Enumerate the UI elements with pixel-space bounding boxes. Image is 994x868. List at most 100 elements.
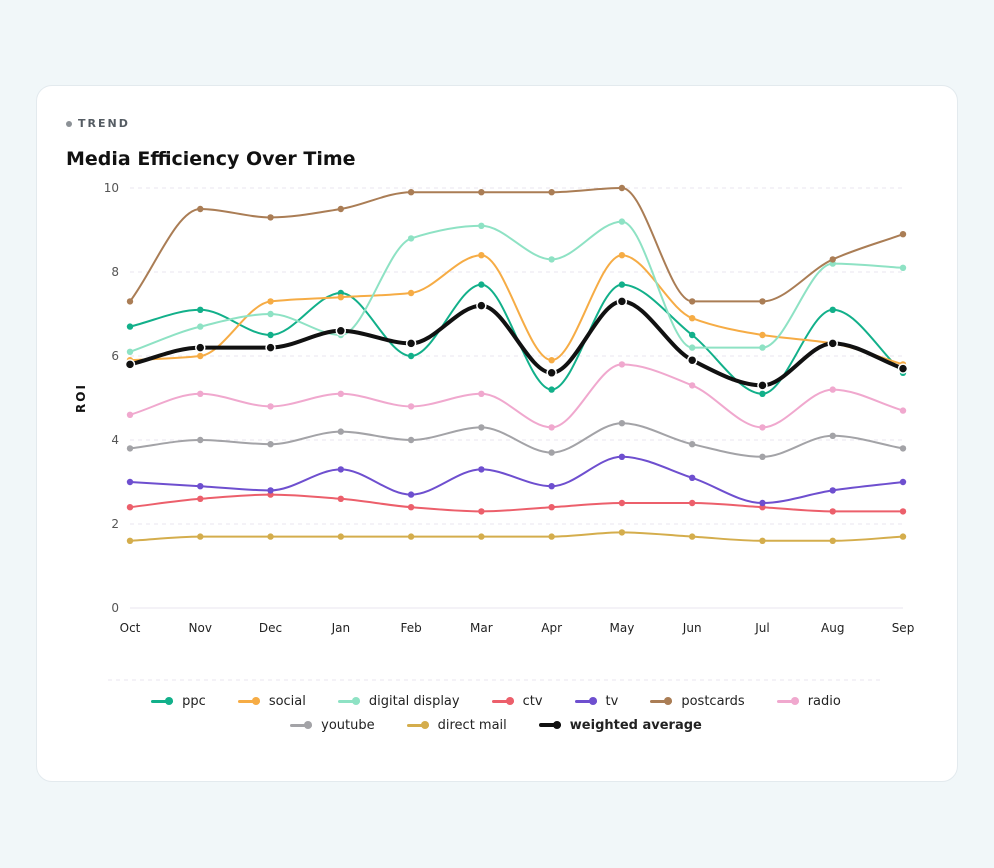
- point-digital-display: [267, 310, 274, 318]
- series-lines: [128, 187, 905, 542]
- x-tick-label: Dec: [259, 621, 282, 635]
- point-weighted-average: [265, 342, 276, 353]
- point-ppc: [267, 331, 274, 339]
- point-radio: [126, 411, 134, 418]
- point-weighted-average: [335, 325, 347, 337]
- point-postcards: [407, 189, 415, 196]
- point-postcards: [197, 205, 204, 213]
- x-tick-label: Aug: [821, 621, 844, 635]
- point-weighted-average: [476, 300, 487, 311]
- point-digital-display: [197, 323, 204, 330]
- legend-swatch-icon: [290, 720, 313, 730]
- legend-label: radio: [807, 693, 841, 709]
- point-social: [197, 352, 204, 360]
- point-radio: [337, 390, 345, 397]
- chart-title: Media Efficiency Over Time: [66, 148, 356, 170]
- point-ctv: [829, 508, 836, 515]
- point-ctv: [688, 499, 696, 507]
- point-radio: [197, 390, 204, 397]
- point-youtube: [267, 441, 274, 448]
- point-ctv: [197, 495, 204, 502]
- point-ppc: [618, 281, 626, 288]
- point-direct-mail: [759, 537, 766, 544]
- legend-swatch-icon: [406, 720, 429, 730]
- series-line-ctv: [129, 493, 904, 513]
- y-tick-label: 8: [111, 265, 119, 279]
- legend-swatch-icon: [237, 696, 260, 706]
- point-tv: [337, 466, 345, 473]
- point-direct-mail: [618, 529, 626, 536]
- x-tick-label: Oct: [120, 621, 141, 635]
- point-ctv: [899, 508, 907, 515]
- legend-label: youtube: [321, 717, 375, 733]
- point-ppc: [407, 352, 415, 360]
- legend-item-postcards: postcards: [650, 692, 745, 710]
- point-ctv: [407, 504, 415, 511]
- point-direct-mail: [688, 533, 696, 540]
- point-weighted-average: [686, 354, 698, 366]
- point-digital-display: [126, 348, 134, 355]
- point-tv: [548, 483, 555, 490]
- point-direct-mail: [197, 533, 204, 540]
- point-radio: [267, 403, 274, 410]
- point-social: [407, 289, 415, 297]
- axes: 0 2 4 6 8 10 Oct Nov Dec Jan Feb Mar Apr May Jun Jul Aug…: [74, 181, 914, 681]
- point-postcards: [478, 189, 485, 196]
- point-radio: [407, 403, 415, 410]
- legend-swatch-icon: [574, 696, 597, 706]
- grid-lines: [130, 187, 903, 609]
- legend-label: digital display: [368, 693, 460, 709]
- point-youtube: [126, 445, 134, 452]
- chart-legend: ppc social digital display ctv tv postcards ra…: [108, 692, 884, 734]
- point-weighted-average: [616, 296, 628, 307]
- point-direct-mail: [407, 533, 415, 540]
- point-ctv: [548, 504, 555, 511]
- point-youtube: [548, 449, 555, 456]
- point-digital-display: [618, 218, 626, 225]
- point-weighted-average: [195, 342, 206, 353]
- x-tick-label: Apr: [541, 621, 562, 635]
- legend-item-tv: tv: [574, 692, 618, 710]
- point-weighted-average: [827, 338, 838, 349]
- point-social: [759, 331, 766, 339]
- legend-item-direct-mail: direct mail: [406, 716, 507, 734]
- point-youtube: [407, 436, 415, 444]
- eyebrow-label: TREND: [78, 117, 130, 130]
- point-postcards: [267, 214, 274, 221]
- point-direct-mail: [126, 537, 134, 544]
- series-line-postcards: [129, 187, 904, 303]
- point-digital-display: [407, 235, 415, 242]
- legend-item-youtube: youtube: [290, 716, 375, 734]
- point-youtube: [688, 441, 696, 448]
- point-youtube: [618, 420, 626, 427]
- point-postcards: [548, 189, 555, 196]
- point-postcards: [337, 205, 345, 213]
- point-social: [267, 298, 274, 305]
- y-tick-label: 0: [111, 601, 119, 615]
- x-tick-label: May: [610, 621, 635, 635]
- legend-swatch-icon: [337, 696, 360, 706]
- point-social: [618, 252, 626, 259]
- point-weighted-average: [757, 380, 768, 391]
- point-ppc: [548, 386, 555, 393]
- point-digital-display: [688, 344, 696, 351]
- point-ctv: [618, 499, 626, 507]
- point-social: [478, 252, 485, 259]
- point-radio: [899, 407, 907, 414]
- point-digital-display: [478, 222, 485, 229]
- series-line-direct-mail: [129, 531, 904, 542]
- point-social: [548, 357, 555, 364]
- series-line-weighted-average: [128, 299, 905, 388]
- point-weighted-average: [405, 338, 417, 349]
- legend-item-ppc: ppc: [151, 692, 206, 710]
- point-social: [337, 294, 345, 301]
- point-direct-mail: [899, 533, 907, 540]
- point-tv: [688, 474, 696, 481]
- point-direct-mail: [267, 533, 274, 540]
- point-ppc: [829, 306, 836, 313]
- legend-label: social: [268, 693, 306, 709]
- point-ctv: [478, 508, 485, 515]
- y-tick-label: 2: [111, 517, 119, 531]
- x-tick-label: Jun: [682, 621, 702, 635]
